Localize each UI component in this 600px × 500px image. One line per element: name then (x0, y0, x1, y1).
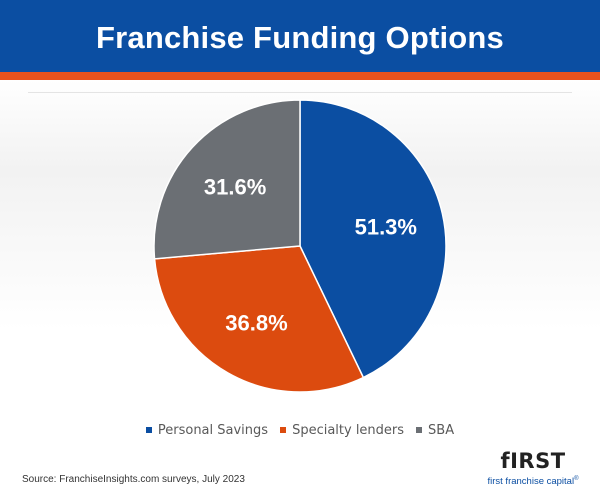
pie-slice-personal-savings (299, 99, 447, 379)
header-bar (0, 0, 600, 72)
legend-item-specialty-lenders: Specialty lenders (280, 423, 404, 438)
header-accent-stripe (0, 72, 600, 80)
data-label-specialty-lenders: 36.8% (225, 310, 287, 335)
page-title: Franchise Funding Options (96, 20, 504, 55)
legend-swatch (280, 427, 287, 433)
legend-item-personal-savings: Personal Savings (145, 422, 269, 438)
legend-label: Personal Savings (157, 422, 269, 438)
source-note: Source: FranchiseInsights.com surveys, J… (22, 474, 245, 485)
legend-swatch (416, 427, 423, 433)
data-label-sba: 31.6% (204, 175, 266, 200)
legend-swatch (145, 427, 152, 433)
pie-slice-sba (153, 99, 301, 260)
company-logo: fIRST first franchise capital® (478, 450, 588, 490)
divider-line (28, 92, 572, 93)
data-label-personal-savings: 51.3% (355, 214, 417, 239)
legend-label: SBA (428, 422, 455, 438)
legend-label: Specialty lenders (292, 422, 405, 438)
chart-legend: Personal Savings Specialty lenders SBA (0, 420, 600, 440)
logo-tagline: first franchise capital® (478, 472, 588, 489)
logo-tagline-text: first franchise capital (487, 476, 575, 488)
pie-slice-specialty-lenders (153, 245, 365, 393)
registered-mark: ® (574, 476, 579, 482)
logo-wordmark: fIRST (500, 449, 566, 473)
legend-item-sba: SBA (416, 423, 454, 438)
